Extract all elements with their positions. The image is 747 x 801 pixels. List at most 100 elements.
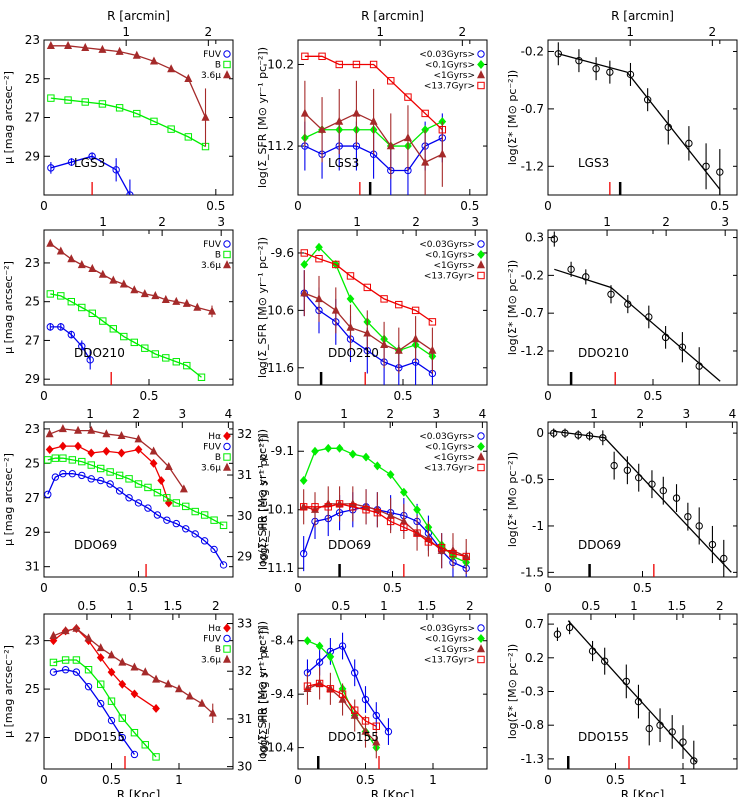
series-FUV-point: [107, 716, 116, 725]
legend-label: <13.7Gyr>: [424, 656, 475, 666]
x-tick-label: 0.5: [606, 773, 625, 787]
top-x-tick-label: 1: [99, 215, 107, 229]
galaxy-label: DDO155: [578, 730, 629, 744]
x-tick-label: 0.5: [643, 389, 662, 403]
panel-lgs3-surface-brightness: 0 0.5 1 2 23 25 27 29 μ [mag arcsec⁻²] R [arcmin]…: [2, 9, 234, 213]
series-Ha-point: [149, 458, 158, 468]
series-age137-point: [424, 538, 433, 546]
x-tick-label: 0: [294, 389, 302, 403]
series-fit-point: [685, 139, 693, 148]
legend-marker: [477, 250, 485, 259]
data-layer: [300, 52, 447, 195]
series-FUV-point: [97, 699, 105, 708]
series-fit-point: [624, 300, 632, 308]
series-age1-point: [346, 322, 355, 331]
series-B-point: [200, 511, 209, 519]
legend-marker: [476, 644, 486, 653]
top-x-tick-label: 1: [590, 407, 598, 421]
series-36mu-point: [81, 42, 90, 51]
series-36mu-point: [102, 429, 111, 438]
series-B-line: [47, 457, 224, 526]
y2-tick-label: 31: [237, 468, 252, 482]
series-B-point: [46, 290, 54, 298]
top-x-tick-label: 1: [630, 599, 638, 613]
legend-marker: [477, 271, 485, 280]
series-FUV-point: [144, 504, 152, 512]
series-age137-point: [318, 52, 326, 61]
series-B-point: [125, 475, 133, 483]
series-FUV-point: [210, 545, 218, 554]
series-age137-point: [311, 503, 319, 511]
series-fit-point: [607, 290, 615, 298]
plot-frame: [547, 229, 738, 386]
top-x-tick-label: 4: [729, 407, 737, 421]
galaxy-label: LGS3: [328, 156, 359, 170]
legend-label: <1Gyrs>: [434, 645, 476, 655]
series-B-point: [78, 303, 86, 312]
plot-frame: [547, 421, 738, 578]
legend-marker: [223, 431, 231, 441]
series-B-point: [120, 332, 128, 341]
series-36mu-point: [207, 306, 217, 315]
series-FUV-point: [172, 519, 181, 528]
series-36mu-point: [174, 684, 184, 693]
series-36mu-point: [46, 40, 55, 50]
series-36mu-line: [49, 428, 185, 490]
series-FUV-point: [118, 733, 127, 742]
series-36mu-point: [182, 298, 191, 307]
legend-label: FUV: [203, 443, 222, 453]
data-layer: [49, 623, 217, 761]
series-age137-point: [428, 318, 437, 326]
data-layer: [300, 242, 437, 385]
series-age137-point: [338, 690, 347, 698]
series-36mu-point: [130, 285, 139, 294]
series-B-point: [87, 461, 95, 469]
top-x-tick-label: 0.5: [581, 599, 600, 613]
series-FUV-point: [163, 516, 171, 524]
galaxy-label: DDO69: [578, 538, 621, 552]
galaxy-label: DDO69: [74, 538, 117, 552]
y-tick-label: 27: [25, 491, 40, 505]
series-FUV-point: [47, 164, 55, 172]
series-FUV-point: [59, 469, 67, 478]
y-tick-label: -0.2: [521, 44, 544, 58]
top-x-tick-label: 1: [340, 407, 348, 421]
legend-marker: [223, 240, 231, 248]
series-FUV-point: [61, 666, 70, 674]
y-tick-label: 27: [25, 111, 40, 125]
x-tick-label: 0: [294, 773, 302, 787]
series-36mu-point: [45, 429, 54, 438]
legend-label: FUV: [203, 50, 222, 60]
series-age1-point: [380, 339, 389, 349]
y-axis-label: log(Σ* [M⊙ pc⁻²]): [506, 70, 519, 165]
series-36mu-point: [172, 296, 181, 305]
series-B-point: [51, 454, 60, 462]
y-axis-label: log(Σ* [M⊙ pc⁻²]): [506, 260, 519, 355]
series-age01-point: [413, 505, 421, 515]
y-tick-label: -1.2: [521, 344, 544, 358]
legend-marker: [477, 463, 485, 472]
series-B-point: [152, 753, 160, 761]
series-age137-line: [303, 503, 467, 558]
y-tick-label: -0.7: [521, 306, 544, 320]
series-FUV-point: [51, 473, 60, 481]
series-age137-point: [411, 306, 420, 315]
series-fit-point: [648, 480, 656, 488]
y-tick-label: -1: [532, 519, 544, 533]
series-B-point: [219, 521, 228, 530]
legend-label: <13.7Gyr>: [424, 82, 475, 92]
series-age137-point: [404, 93, 412, 101]
top-x-tick-label: 1: [126, 599, 134, 613]
fit-line: [553, 430, 732, 573]
series-36mu-point: [88, 263, 97, 272]
series-fit-point: [695, 362, 703, 370]
galaxy-label: DDO210: [328, 346, 379, 360]
plot-frame: [547, 39, 738, 196]
legend-marker: [476, 452, 486, 461]
series-B-line: [50, 97, 206, 148]
y-tick-label: 29: [25, 149, 40, 163]
series-age137-point: [315, 679, 324, 688]
